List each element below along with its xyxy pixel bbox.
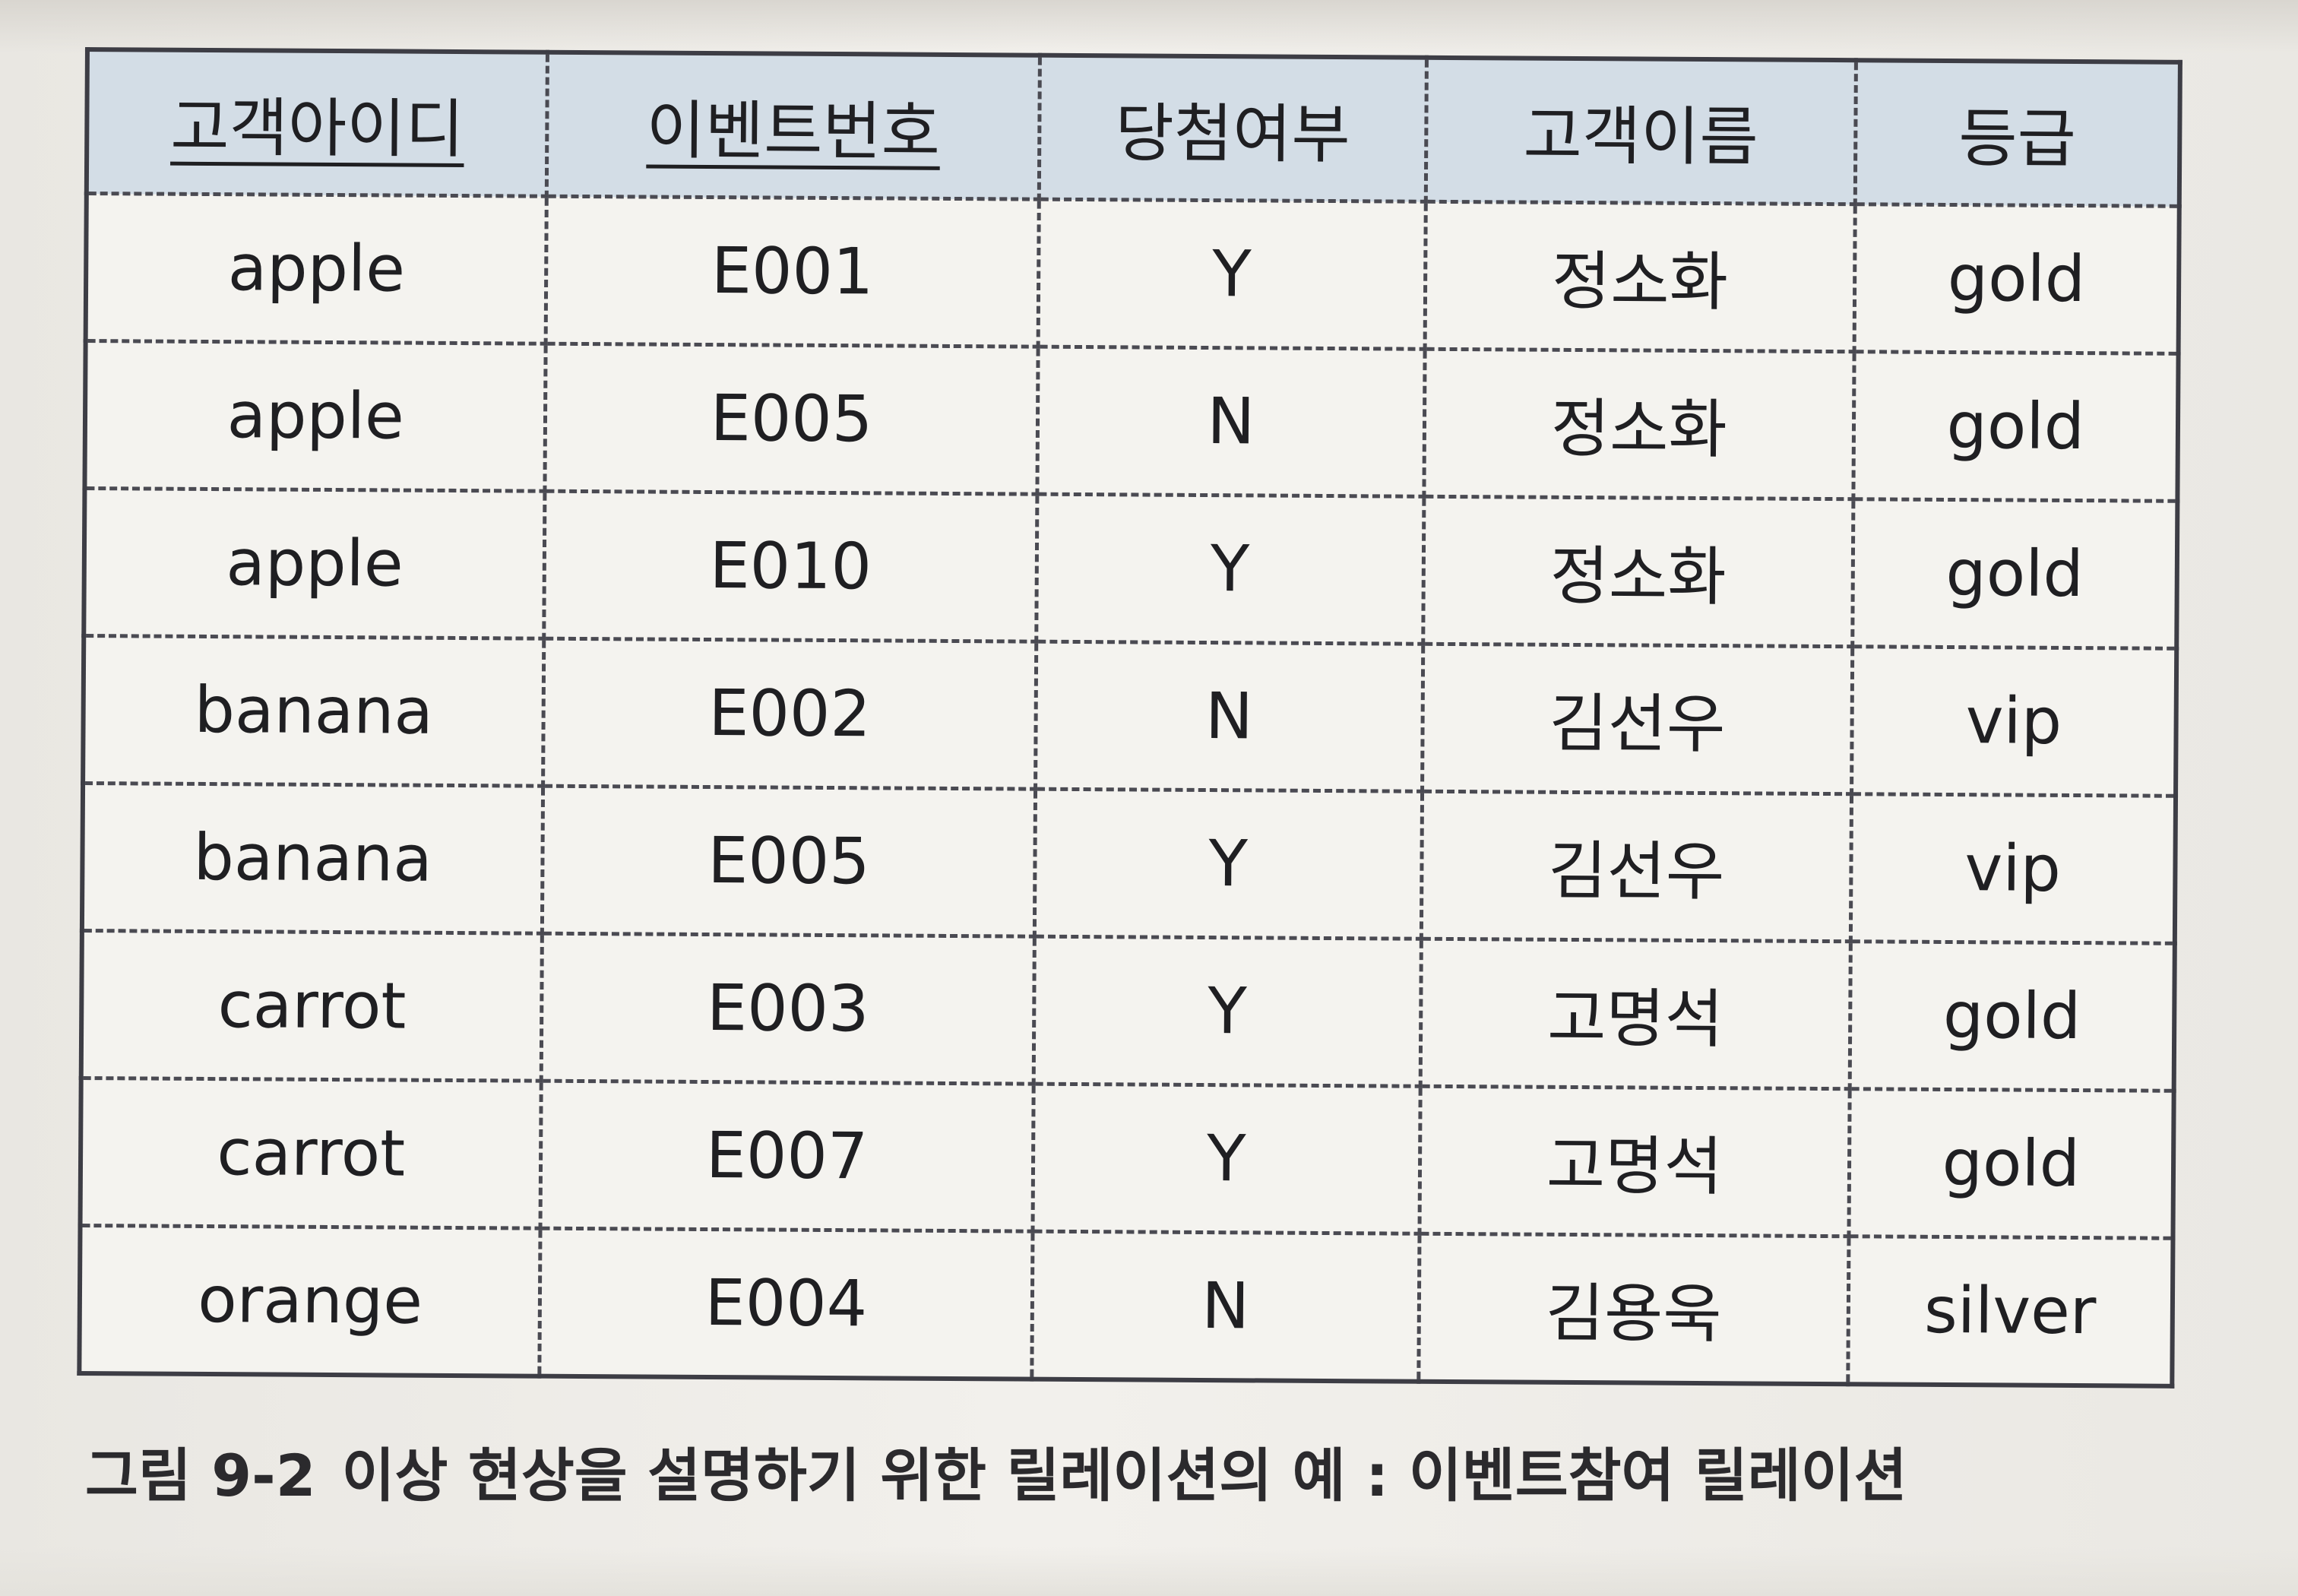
header-label: 고객이름	[1523, 98, 1759, 174]
cell-customer-id: apple	[84, 488, 546, 639]
cell-customer-name: 김선우	[1422, 644, 1853, 794]
cell-win-status: N	[1031, 1231, 1420, 1382]
table-row: carrot E003 Y 고명석 gold	[81, 930, 2175, 1091]
figure-number: 그림 9-2	[85, 1442, 316, 1509]
table-row: carrot E007 Y 고명석 gold	[80, 1078, 2174, 1239]
cell-grade: gold	[1852, 499, 2178, 649]
cell-win-status: Y	[1033, 789, 1423, 939]
table-row: banana E005 Y 김선우 vip	[81, 783, 2176, 944]
cell-customer-name: 정소화	[1423, 496, 1853, 647]
cell-grade: silver	[1847, 1236, 2173, 1386]
header-customer-id: 고객아이디	[86, 49, 548, 197]
cell-event-number: E005	[542, 786, 1036, 937]
cell-customer-name: 김용욱	[1418, 1233, 1849, 1385]
cell-customer-id: carrot	[80, 1078, 542, 1229]
cell-win-status: N	[1037, 347, 1426, 497]
cell-customer-id: orange	[79, 1225, 541, 1376]
caption-text: 이상 현상을 설명하기 위한 릴레이션의 예 : 이벤트참여 릴레이션	[341, 1442, 1907, 1509]
cell-customer-name: 김선우	[1421, 791, 1852, 942]
table-row: banana E002 N 김선우 vip	[83, 635, 2177, 796]
header-row: 고객아이디 이벤트번호 당첨여부 고객이름 등급	[86, 49, 2180, 207]
figure-caption: 그림 9-2 이상 현상을 설명하기 위한 릴레이션의 예 : 이벤트참여 릴레이…	[85, 1429, 1907, 1512]
cell-win-status: Y	[1036, 494, 1424, 644]
table-row: apple E001 Y 정소화 gold	[85, 193, 2179, 354]
cell-grade: gold	[1853, 204, 2179, 354]
page-bottom-fade	[0, 1547, 2298, 1596]
table-row: apple E010 Y 정소화 gold	[84, 488, 2178, 649]
cell-customer-id: carrot	[81, 930, 543, 1081]
cell-win-status: Y	[1037, 199, 1426, 350]
event-participation-table: 고객아이디 이벤트번호 당첨여부 고객이름 등급 apple E001 Y 정소…	[77, 47, 2182, 1389]
cell-customer-name: 고명석	[1420, 939, 1850, 1089]
cell-event-number: E010	[544, 491, 1037, 642]
cell-grade: vip	[1851, 646, 2177, 796]
cell-grade: vip	[1850, 793, 2176, 944]
header-label: 이벤트번호	[646, 93, 941, 169]
header-grade: 등급	[1854, 60, 2180, 207]
table-frame: 고객아이디 이벤트번호 당첨여부 고객이름 등급 apple E001 Y 정소…	[77, 47, 2182, 1389]
header-label: 당첨여부	[1115, 95, 1350, 172]
cell-event-number: E001	[546, 196, 1039, 347]
cell-event-number: E003	[541, 933, 1034, 1085]
cell-customer-name: 정소화	[1423, 349, 1854, 499]
header-label: 등급	[1958, 100, 2077, 176]
header-label: 고객아이디	[170, 90, 465, 166]
cell-customer-name: 고명석	[1420, 1086, 1850, 1237]
cell-customer-id: apple	[85, 193, 547, 344]
cell-customer-id: banana	[81, 783, 543, 934]
table-row: orange E004 N 김용욱 silver	[79, 1225, 2173, 1386]
cell-event-number: E005	[545, 344, 1038, 495]
cell-grade: gold	[1849, 941, 2175, 1091]
header-win-status: 당첨여부	[1038, 55, 1427, 202]
cell-win-status: Y	[1033, 936, 1422, 1087]
cell-win-status: N	[1035, 641, 1423, 792]
cell-customer-id: apple	[84, 340, 546, 492]
cell-win-status: Y	[1032, 1084, 1421, 1234]
cell-grade: gold	[1848, 1088, 2174, 1239]
header-customer-name: 고객이름	[1426, 57, 1856, 204]
table-row: apple E005 N 정소화 gold	[84, 340, 2179, 502]
cell-event-number: E007	[540, 1081, 1033, 1232]
cell-customer-id: banana	[83, 635, 545, 787]
cell-customer-name: 정소화	[1425, 201, 1855, 352]
page-fold-shadow	[0, 0, 2298, 53]
header-event-number: 이벤트번호	[546, 52, 1040, 200]
cell-grade: gold	[1853, 351, 2179, 502]
cell-event-number: E004	[540, 1228, 1033, 1379]
cell-event-number: E002	[543, 638, 1037, 790]
